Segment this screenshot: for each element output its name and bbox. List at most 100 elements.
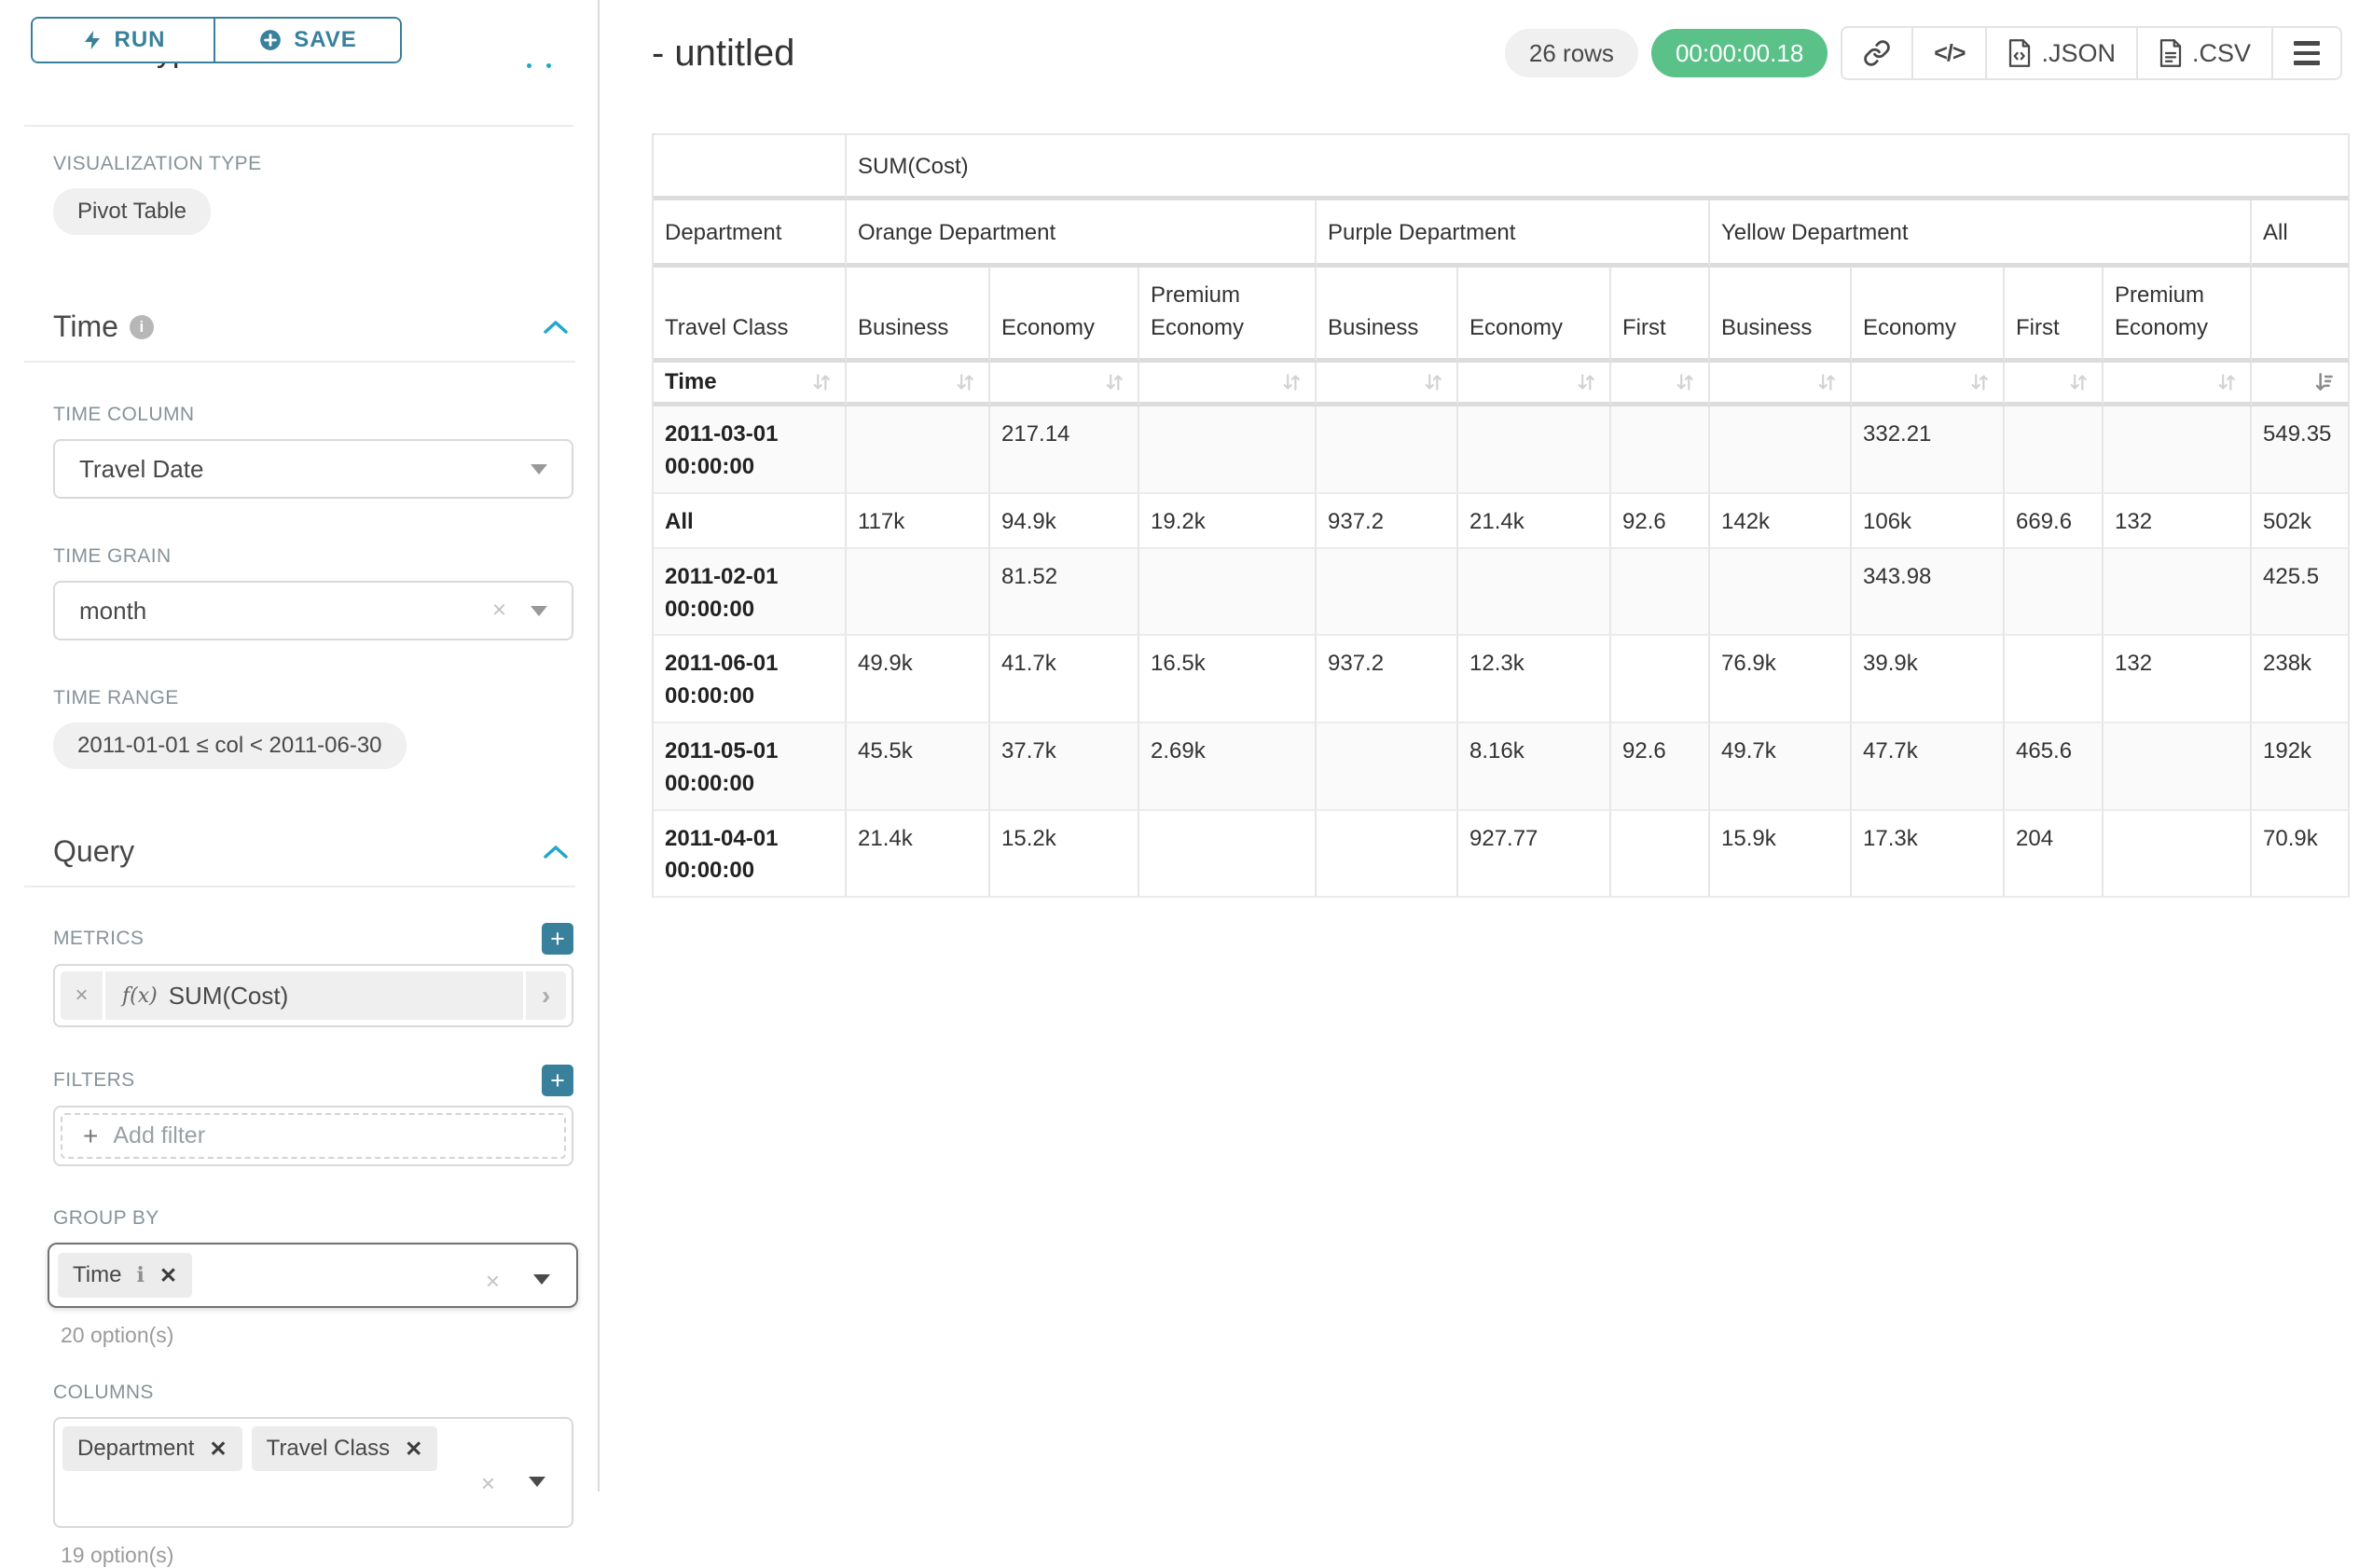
columns-select[interactable]: Department ✕ Travel Class ✕ × — [53, 1417, 573, 1528]
lightning-bolt-icon — [84, 31, 100, 49]
chip-label: Department — [77, 1436, 195, 1461]
export-csv-button[interactable]: .CSV — [2135, 28, 2271, 78]
pivot-cell: 2.69k — [1139, 722, 1317, 811]
add-metric-button[interactable]: + — [542, 923, 573, 955]
add-filter-button[interactable]: + Add filter — [61, 1113, 566, 1159]
sort-header[interactable] — [1139, 362, 1317, 407]
embed-code-button[interactable]: </> — [1911, 28, 1986, 78]
columns-chip[interactable]: Travel Class ✕ — [251, 1426, 438, 1471]
sort-icon[interactable] — [2214, 370, 2239, 394]
chart-title[interactable]: - untitled — [652, 32, 795, 74]
sort-header[interactable] — [1710, 362, 1852, 407]
remove-chip-icon[interactable]: ✕ — [159, 1262, 178, 1287]
sidebar-topbar: Chart Type RUN SAVE — [24, 0, 573, 127]
sort-header[interactable] — [847, 362, 990, 407]
share-link-button[interactable] — [1842, 28, 1912, 78]
time-grain-select[interactable]: month × — [53, 581, 573, 640]
save-button[interactable]: SAVE — [214, 19, 400, 62]
pivot-cell: 49.7k — [1710, 722, 1852, 811]
chevron-down-icon[interactable] — [531, 606, 547, 616]
filters-label: FILTERS — [53, 1069, 135, 1091]
viz-type-value[interactable]: Pivot Table — [53, 188, 211, 235]
hamburger-icon — [2294, 41, 2320, 65]
sort-icon[interactable] — [1279, 370, 1304, 394]
export-json-button[interactable]: .JSON — [1985, 28, 2136, 78]
chevron-down-icon[interactable] — [531, 464, 547, 475]
menu-button[interactable] — [2271, 28, 2340, 78]
pivot-cell — [2005, 406, 2104, 494]
clear-icon[interactable]: × — [480, 1469, 495, 1497]
sort-header[interactable] — [2104, 362, 2252, 407]
time-range-value[interactable]: 2011-01-01 ≤ col < 2011-06-30 — [53, 722, 407, 769]
travel-class-header: Premium Economy — [1139, 268, 1317, 363]
add-filter-label: Add filter — [113, 1122, 206, 1148]
pivot-table-container: SUM(Cost) Department Orange Department Purp… — [652, 133, 2359, 899]
sort-icon[interactable] — [1673, 370, 1697, 394]
sort-icon[interactable] — [1967, 370, 1992, 394]
remove-metric-icon[interactable]: × — [61, 971, 105, 1020]
pivot-cell — [1458, 548, 1611, 637]
run-button-label: RUN — [114, 27, 166, 52]
sort-icon[interactable] — [1814, 370, 1839, 394]
department-group-header: Purple Department — [1317, 200, 1710, 268]
time-column-select[interactable]: Travel Date — [53, 439, 573, 499]
department-group-header: Yellow Department — [1710, 200, 2252, 268]
metric-pill[interactable]: × f(x) SUM(Cost) › — [61, 971, 566, 1020]
pivot-cell: 927.77 — [1458, 810, 1611, 899]
pivot-cell: 15.9k — [1710, 810, 1852, 899]
panel-resize-handle[interactable] — [527, 63, 551, 68]
sort-header[interactable] — [990, 362, 1139, 407]
sort-header[interactable] — [1317, 362, 1458, 407]
pivot-cell — [1611, 810, 1710, 899]
sort-header[interactable] — [1458, 362, 1611, 407]
travel-class-header: Business — [1317, 268, 1458, 363]
department-group-header: Orange Department — [847, 200, 1317, 268]
sort-header[interactable] — [2252, 362, 2351, 407]
pivot-cell: 106k — [1852, 493, 2005, 549]
pivot-cell — [1139, 548, 1317, 637]
sort-icon[interactable] — [1574, 370, 1598, 394]
pivot-cell: 47.7k — [1852, 722, 2005, 811]
group-by-select[interactable]: Time i ✕ × — [48, 1243, 578, 1308]
chart-panel: - untitled 26 rows 00:00:00.18 </> — [601, 0, 2359, 1492]
sort-icon[interactable] — [953, 370, 977, 394]
pivot-cell: 92.6 — [1611, 722, 1710, 811]
run-button[interactable]: RUN — [33, 19, 214, 62]
travel-class-header: Economy — [990, 268, 1139, 363]
pivot-cell — [2005, 636, 2104, 723]
remove-chip-icon[interactable]: ✕ — [405, 1436, 423, 1461]
column-dimension-label: Department — [654, 200, 847, 268]
remove-chip-icon[interactable]: ✕ — [209, 1436, 228, 1461]
pivot-cell: 41.7k — [990, 636, 1139, 723]
pivot-cell — [1611, 636, 1710, 723]
pivot-cell: 343.98 — [1852, 548, 2005, 637]
viz-type-label: VISUALIZATION TYPE — [53, 153, 262, 174]
group-by-chip[interactable]: Time i ✕ — [58, 1253, 193, 1298]
chart-header: - untitled 26 rows 00:00:00.18 </> — [601, 0, 2359, 80]
chevron-down-icon[interactable] — [529, 1477, 545, 1487]
pivot-cell — [1710, 548, 1852, 637]
pivot-cell — [847, 406, 990, 494]
pivot-cell — [2104, 406, 2252, 494]
clear-icon[interactable]: × — [485, 1267, 500, 1295]
pivot-table: SUM(Cost) Department Orange Department Purp… — [652, 133, 2351, 899]
pivot-cell: 12.3k — [1458, 636, 1611, 723]
chevron-right-icon[interactable]: › — [523, 971, 566, 1020]
sort-icon[interactable] — [809, 370, 834, 394]
sort-header[interactable] — [1611, 362, 1710, 407]
sort-descending-icon[interactable] — [2312, 370, 2337, 394]
chevron-up-icon[interactable] — [542, 844, 570, 860]
sort-icon[interactable] — [1102, 370, 1126, 394]
sort-header[interactable] — [1852, 362, 2005, 407]
clear-icon[interactable]: × — [491, 595, 506, 624]
metrics-control: × f(x) SUM(Cost) › — [53, 964, 573, 1027]
sort-header[interactable] — [2005, 362, 2104, 407]
add-filter-plus-button[interactable]: + — [542, 1065, 573, 1096]
chevron-up-icon[interactable] — [542, 319, 570, 336]
sort-icon[interactable] — [1421, 370, 1445, 394]
columns-chip[interactable]: Department ✕ — [62, 1426, 242, 1471]
chevron-down-icon[interactable] — [533, 1274, 550, 1285]
sort-icon[interactable] — [2066, 370, 2090, 394]
pivot-cell: 937.2 — [1317, 636, 1458, 723]
file-csv-icon — [2159, 39, 2182, 67]
